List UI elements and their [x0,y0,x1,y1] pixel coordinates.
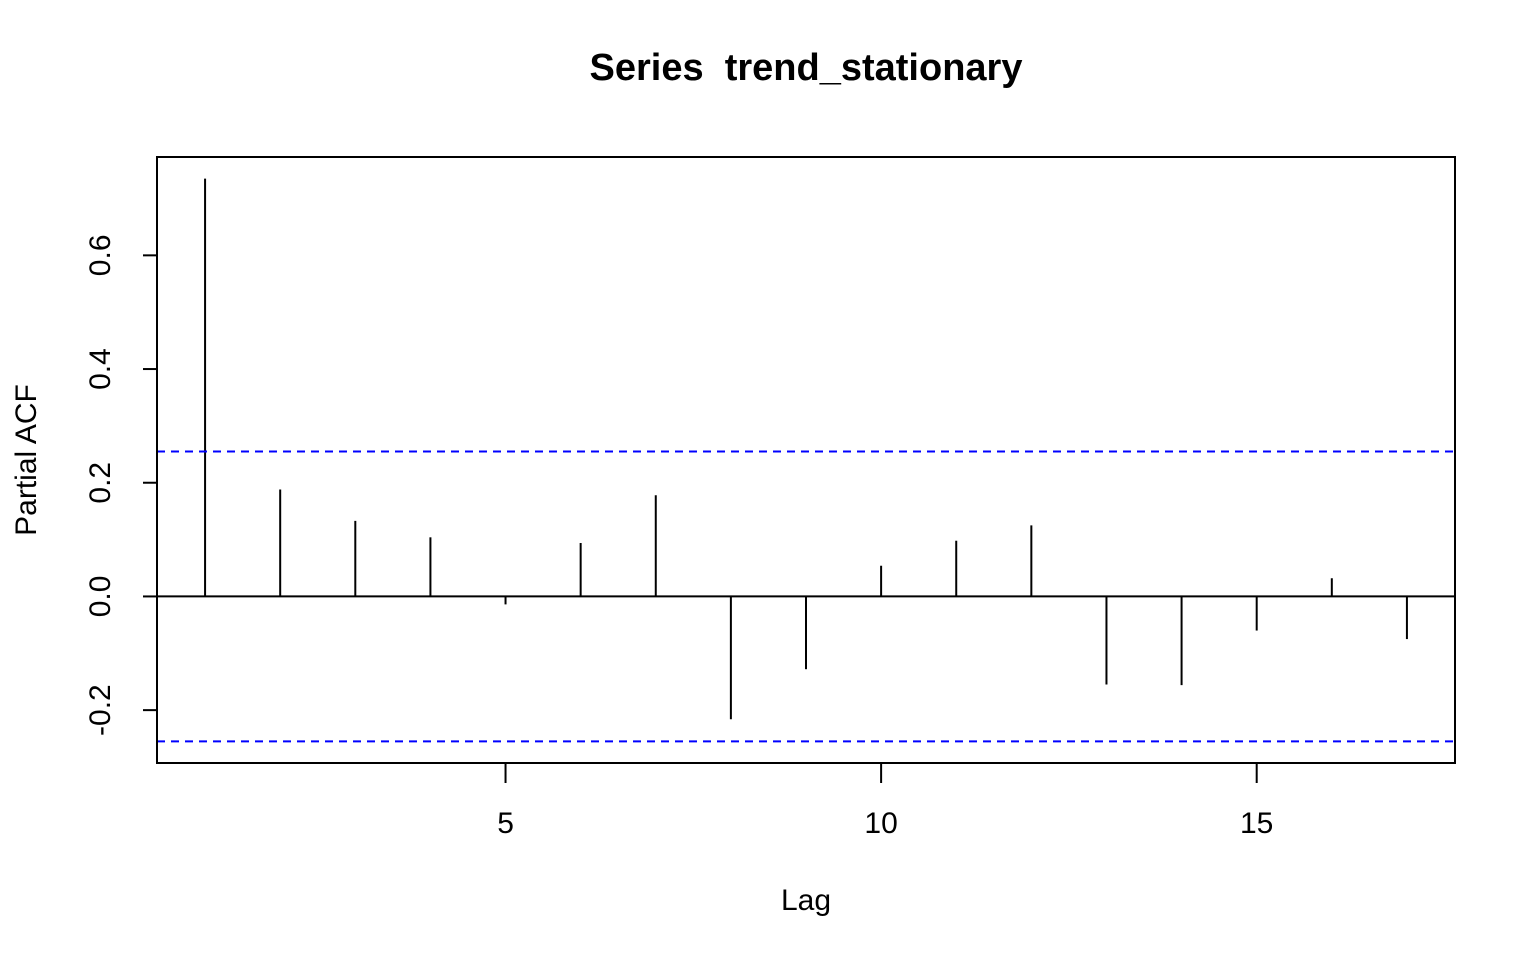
x-axis-label: Lag [781,884,831,917]
x-tick-label: 5 [497,807,514,840]
pacf-bars [204,178,1408,720]
y-tick-label: -0.2 [84,684,117,736]
chart-title: Series trend_stationary [590,47,1023,89]
y-tick-label: 0.2 [84,462,117,504]
x-axis: 5 10 15 [497,762,1273,840]
y-axis-label: Partial ACF [10,384,43,536]
x-tick-label: 15 [1240,807,1273,840]
y-tick-label: 0.0 [84,576,117,618]
plot-frame [156,156,1456,764]
y-tick-label: 0.4 [84,348,117,390]
y-tick-label: 0.6 [84,234,117,276]
confidence-bounds [157,450,1455,743]
x-tick-label: 10 [864,807,897,840]
y-axis: -0.2 0.0 0.2 0.4 0.6 [84,234,158,736]
